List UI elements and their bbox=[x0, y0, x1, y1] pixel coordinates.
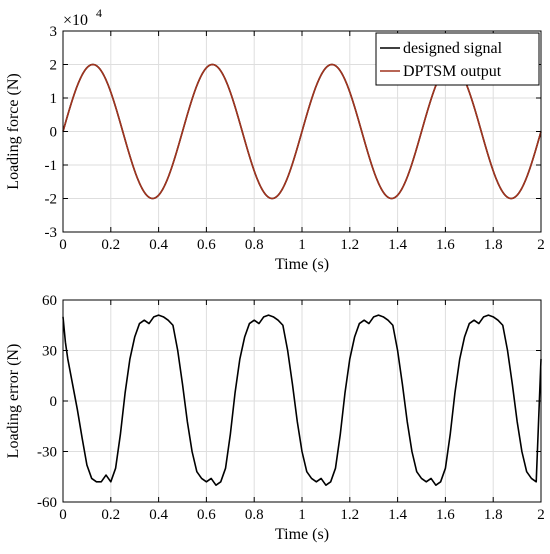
bot-x-tick-label: 0.4 bbox=[149, 507, 168, 523]
bot-x-tick-label: 1.6 bbox=[436, 507, 455, 523]
top-x-tick-label: 0 bbox=[59, 237, 67, 253]
bot-x-tick-label: 1.4 bbox=[388, 507, 407, 523]
bottom-series-lines bbox=[62, 314, 542, 486]
bot-x-tick-label: 1 bbox=[298, 507, 306, 523]
top-x-tick-label: 2 bbox=[537, 237, 545, 253]
top-x-tick-label: 1.2 bbox=[340, 237, 359, 253]
bot-y-tick-label: 30 bbox=[42, 344, 57, 360]
top-y-tick-label: -2 bbox=[45, 192, 58, 208]
bot-x-tick-label: 1.2 bbox=[340, 507, 359, 523]
bot-x-tick-label: 1.8 bbox=[484, 507, 503, 523]
bot-x-tick-label: 0 bbox=[59, 507, 67, 523]
top-y-tick-label: 2 bbox=[50, 58, 58, 74]
top-y-tick-label: 1 bbox=[50, 91, 58, 107]
legend-box bbox=[375, 32, 540, 86]
legend-entry-dptsm-output: DPTSM output bbox=[403, 63, 502, 80]
bottom-x-axis-label: Time (s) bbox=[275, 526, 329, 543]
legend-entry-designed-signal: designed signal bbox=[403, 40, 503, 57]
bot-y-tick-label: -60 bbox=[37, 495, 57, 511]
top-exponent-power: 4 bbox=[96, 6, 102, 20]
top-x-tick-label: 0.4 bbox=[149, 237, 168, 253]
bot-y-tick-label: 0 bbox=[50, 394, 58, 410]
loading-error-chart: 0 0.2 0.4 0.6 0.8 1 1.2 1.4 1.6 1.8 2 -60 -30 0 30 60 T… bbox=[5, 293, 545, 543]
bot-x-tick-label: 0.6 bbox=[197, 507, 216, 523]
top-y-tick-label: 3 bbox=[50, 24, 58, 40]
loading-force-chart: 0 0.2 0.4 0.6 0.8 1 1.2 1.4 1.6 1.8 2 -3 -2 -1 0 1 2 3 ×1… bbox=[5, 6, 545, 273]
top-x-tick-label: 1 bbox=[298, 237, 306, 253]
series-line-loading-error bbox=[62, 314, 542, 486]
top-y-axis-label: Loading force (N) bbox=[5, 73, 22, 189]
top-y-tick-label: 0 bbox=[50, 125, 58, 141]
top-x-tick-label: 1.8 bbox=[484, 237, 503, 253]
top-x-axis-label: Time (s) bbox=[275, 256, 329, 273]
bot-x-tick-label: 0.2 bbox=[101, 507, 120, 523]
top-x-tick-label: 1.4 bbox=[388, 237, 407, 253]
top-x-tick-label: 0.2 bbox=[101, 237, 120, 253]
top-exponent-base: ×10 bbox=[63, 12, 88, 29]
bot-x-tick-label: 2 bbox=[537, 507, 545, 523]
bottom-y-axis-label: Loading error (N) bbox=[5, 344, 22, 459]
top-x-tick-label: 0.6 bbox=[197, 237, 216, 253]
legend: designed signal DPTSM output bbox=[375, 32, 540, 86]
top-x-tick-label: 1.6 bbox=[436, 237, 455, 253]
top-y-tick-label: -3 bbox=[45, 225, 58, 241]
bot-x-tick-label: 0.8 bbox=[245, 507, 264, 523]
top-y-tick-label: -1 bbox=[45, 158, 58, 174]
bottom-ticks: 0 0.2 0.4 0.6 0.8 1 1.2 1.4 1.6 1.8 2 -60 -30 0 30 60 bbox=[37, 293, 545, 523]
top-x-tick-label: 0.8 bbox=[245, 237, 264, 253]
top-ticks: 0 0.2 0.4 0.6 0.8 1 1.2 1.4 1.6 1.8 2 -3 -2 -1 0 1 2 3 bbox=[45, 24, 545, 253]
bot-y-tick-label: -30 bbox=[37, 445, 57, 461]
bot-y-tick-label: 60 bbox=[42, 293, 57, 309]
